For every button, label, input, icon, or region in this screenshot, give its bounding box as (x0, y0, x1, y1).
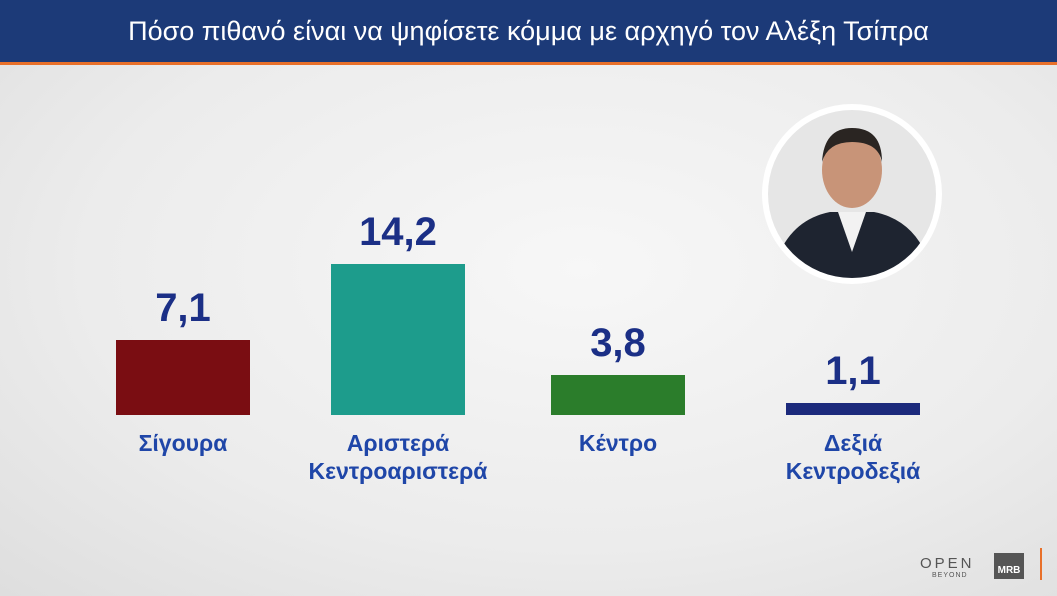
logo-beyond: BEYOND (932, 572, 968, 579)
value-label: 14,2 (359, 210, 437, 254)
value-label: 1,1 (825, 349, 881, 394)
category-label: Αριστερά Κεντροαριστερά (308, 430, 488, 484)
category-label: Δεξιά Κεντροδεξιά (785, 430, 921, 484)
category-label: Κέντρο (578, 430, 658, 456)
logo-divider (1040, 548, 1042, 580)
bar (331, 264, 465, 415)
value-label: 7,1 (155, 285, 211, 330)
portrait (762, 104, 942, 284)
category-label: Σίγουρα (138, 430, 228, 456)
logo-mrb: MRB (994, 553, 1024, 579)
value-label: 3,8 (590, 320, 646, 365)
logo-open: OPEN (920, 555, 975, 572)
bar (786, 403, 920, 415)
chart-title: Πόσο πιθανό είναι να ψηφίσετε κόμμα με α… (128, 16, 929, 46)
header: Πόσο πιθανό είναι να ψηφίσετε κόμμα με α… (0, 0, 1057, 65)
bar (116, 339, 250, 415)
bar (551, 374, 685, 415)
